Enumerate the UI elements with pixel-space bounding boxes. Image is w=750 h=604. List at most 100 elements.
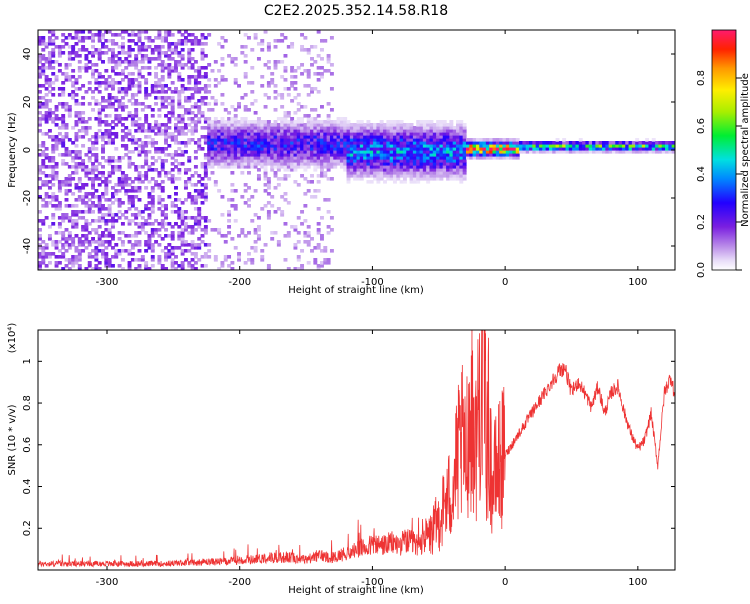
heatmap-cell — [243, 108, 248, 112]
heatmap-cell — [379, 177, 384, 181]
heatmap-cell — [545, 144, 550, 148]
heatmap-cell — [432, 135, 437, 139]
heatmap-cell — [220, 117, 225, 121]
heatmap-cell — [154, 180, 159, 184]
heatmap-cell — [170, 249, 175, 253]
heatmap-cell — [134, 240, 139, 244]
heatmap-cell — [296, 159, 301, 163]
heatmap-cell — [61, 180, 66, 184]
heatmap-cell — [290, 150, 295, 154]
heatmap-cell — [101, 51, 105, 55]
heatmap-cell — [81, 198, 86, 202]
heatmap-cell — [329, 162, 334, 166]
heatmap-cell — [160, 225, 165, 229]
heatmap-cell — [120, 102, 125, 106]
heatmap-cell — [436, 144, 441, 148]
heatmap-cell — [74, 198, 79, 202]
heatmap-cell — [399, 156, 404, 160]
heatmap-cell — [253, 162, 258, 166]
heatmap-cell — [283, 123, 288, 127]
heatmap-cell — [174, 159, 178, 163]
heatmap-cell — [509, 156, 514, 160]
heatmap-cell — [94, 231, 99, 235]
heatmap-cell — [409, 138, 414, 142]
heatmap-cell — [91, 240, 95, 244]
heatmap-cell — [77, 195, 82, 199]
y-tick-label: 40 — [22, 48, 33, 61]
heatmap-cell — [74, 183, 79, 187]
heatmap-cell — [582, 144, 587, 148]
heatmap-cell — [81, 48, 86, 52]
heatmap-cell — [290, 138, 295, 142]
heatmap-cell — [356, 177, 361, 181]
heatmap-cell — [38, 153, 42, 157]
heatmap-cell — [439, 132, 444, 136]
heatmap-cell — [84, 222, 89, 226]
heatmap-cell — [300, 144, 305, 148]
heatmap-cell — [81, 162, 86, 166]
heatmap-cell — [203, 168, 208, 172]
heatmap-cell — [101, 75, 105, 79]
heatmap-cell — [144, 240, 149, 244]
heatmap-cell — [422, 144, 427, 148]
heatmap-cell — [74, 225, 79, 229]
heatmap-cell — [296, 267, 301, 270]
heatmap-cell — [310, 45, 314, 49]
heatmap-cell — [253, 33, 258, 37]
heatmap-cell — [253, 153, 258, 157]
heatmap-cell — [77, 153, 82, 157]
heatmap-cell — [349, 174, 354, 178]
heatmap-cell — [180, 87, 185, 91]
heatmap-cell — [170, 105, 175, 109]
heatmap-cell — [177, 54, 182, 58]
heatmap-cell — [300, 264, 305, 268]
heatmap-cell — [436, 135, 441, 139]
heatmap-cell — [260, 255, 265, 259]
heatmap-cell — [170, 180, 175, 184]
heatmap-cell — [154, 81, 159, 85]
heatmap-cell — [104, 45, 109, 49]
heatmap-cell — [190, 195, 195, 199]
heatmap-cell — [233, 189, 238, 193]
heatmap-cell — [203, 126, 208, 130]
heatmap-cell — [164, 267, 168, 270]
heatmap-cell — [363, 168, 368, 172]
heatmap-cell — [290, 168, 295, 172]
heatmap-cell — [77, 264, 82, 268]
heatmap-cell — [416, 150, 421, 154]
heatmap-cell — [296, 153, 301, 157]
heatmap-cell — [170, 225, 175, 229]
heatmap-cell — [336, 132, 341, 136]
heatmap-cell — [605, 147, 610, 151]
heatmap-cell — [366, 135, 371, 139]
heatmap-cell — [177, 60, 182, 64]
heatmap-cell — [320, 132, 324, 136]
heatmap-cell — [180, 42, 185, 46]
heatmap-cell — [223, 153, 228, 157]
heatmap-cell — [333, 129, 338, 133]
heatmap-cell — [515, 153, 520, 157]
heatmap-cell — [343, 138, 348, 142]
heatmap-cell — [383, 174, 387, 178]
heatmap-cell — [167, 195, 172, 199]
heatmap-cell — [519, 150, 523, 154]
heatmap-cell — [114, 132, 119, 136]
heatmap-cell — [71, 57, 76, 61]
heatmap-cell — [233, 120, 238, 124]
heatmap-cell — [296, 144, 301, 148]
heatmap-cell — [247, 171, 251, 175]
heatmap-cell — [286, 147, 291, 151]
heatmap-cell — [373, 171, 378, 175]
heatmap-cell — [203, 36, 208, 40]
heatmap-cell — [137, 231, 142, 235]
heatmap-cell — [266, 210, 271, 214]
heatmap-cell — [74, 171, 79, 175]
heatmap-cell — [167, 144, 172, 148]
heatmap-cell — [240, 141, 245, 145]
heatmap-cell — [505, 138, 510, 142]
heatmap-cell — [542, 141, 547, 145]
heatmap-cell — [462, 138, 467, 142]
heatmap-cell — [310, 162, 314, 166]
heatmap-cell — [38, 219, 42, 223]
heatmap-cell — [276, 39, 281, 43]
